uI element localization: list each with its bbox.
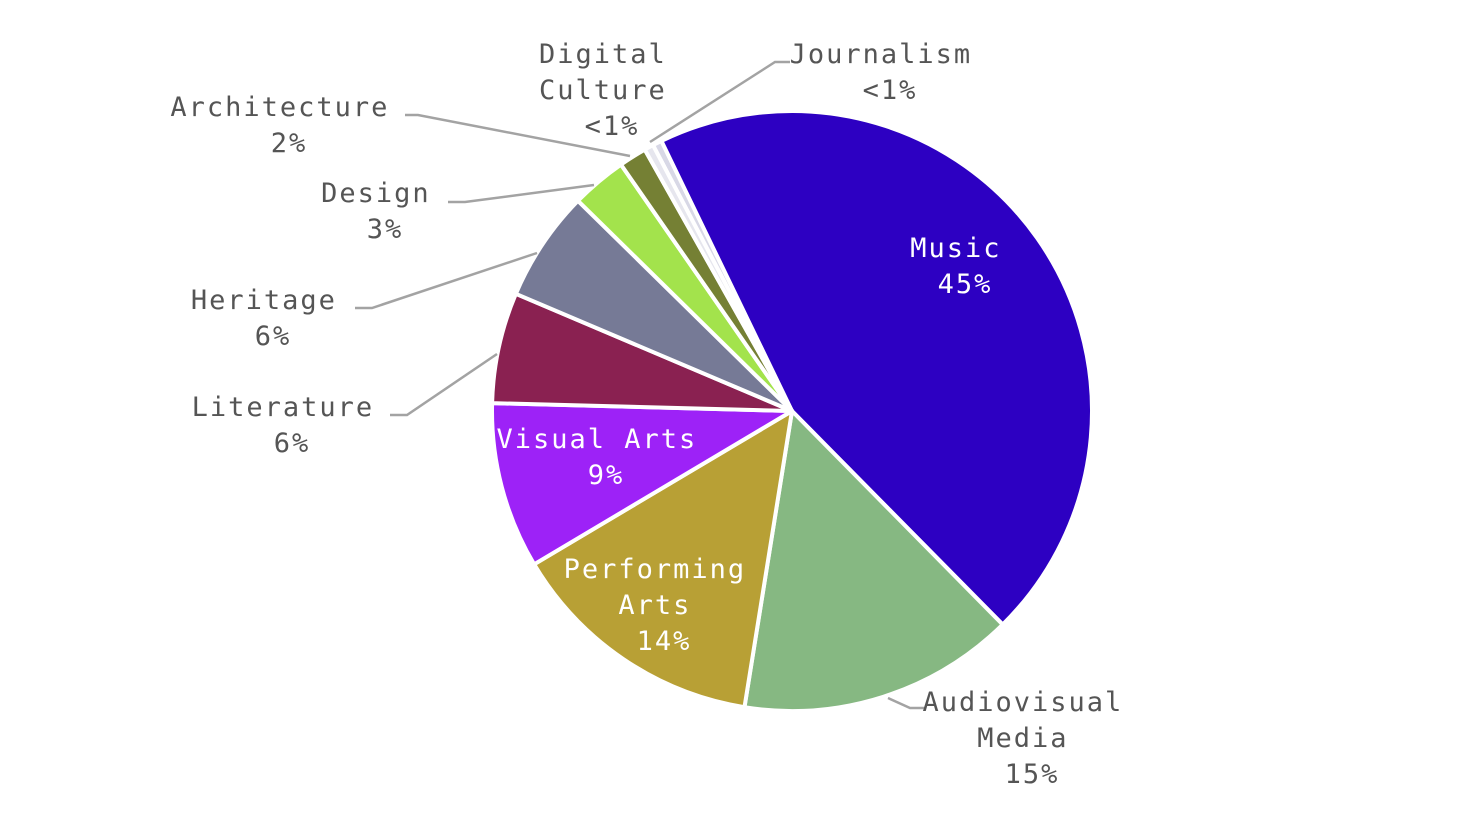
label-digital-culture-pct: <1% xyxy=(585,111,640,142)
pie-slice-performing-arts xyxy=(532,409,794,710)
label-music: Music 45% xyxy=(910,233,1020,300)
label-journalism-name: Journalism xyxy=(790,39,973,70)
label-digital-culture-line2: Culture xyxy=(539,75,667,106)
pie-slice-digital-culture xyxy=(642,143,794,413)
leader-line-architecture xyxy=(405,113,631,158)
label-heritage-pct: 6% xyxy=(255,321,292,352)
label-audiovisual-line1: Audiovisual xyxy=(922,687,1123,718)
pie-slice-music xyxy=(659,109,1094,627)
label-audiovisual: Audiovisual Media 15% xyxy=(922,687,1141,790)
label-visual-arts-pct: 9% xyxy=(588,460,625,491)
leader-line-design xyxy=(448,183,595,204)
label-design: Design 3% xyxy=(321,178,449,245)
leader-line-literature xyxy=(390,352,498,417)
label-architecture-pct: 2% xyxy=(271,128,308,159)
label-literature-name: Literature xyxy=(192,392,375,423)
leader-line-journalism xyxy=(649,60,790,144)
label-visual-arts-name: Visual Arts xyxy=(496,424,697,455)
label-architecture: Architecture 2% xyxy=(170,92,407,159)
label-visual-arts: Visual Arts 9% xyxy=(496,424,715,491)
pie-slice-audiovisual-media xyxy=(742,409,1005,713)
label-heritage-name: Heritage xyxy=(191,285,337,316)
label-design-name: Design xyxy=(321,178,431,209)
leader-lines xyxy=(355,60,925,710)
label-audiovisual-pct: 15% xyxy=(1005,759,1060,790)
label-performing-line1: Performing xyxy=(564,554,747,585)
pie-slice-visual-arts xyxy=(490,401,794,567)
label-digital-culture: Digital Culture <1% xyxy=(539,39,685,142)
label-literature: Literature 6% xyxy=(192,392,393,459)
pie-slices xyxy=(490,109,1094,713)
label-performing: Performing Arts 14% xyxy=(564,554,765,657)
label-music-pct: 45% xyxy=(938,269,993,300)
slice-labels: Music 45% Audiovisual Media 15% Performi… xyxy=(170,39,1141,790)
label-literature-pct: 6% xyxy=(274,428,311,459)
leader-line-audiovisual xyxy=(887,696,925,710)
label-journalism: Journalism <1% xyxy=(790,39,991,106)
label-digital-culture-line1: Digital xyxy=(539,39,667,70)
label-design-pct: 3% xyxy=(367,214,404,245)
label-performing-pct: 14% xyxy=(637,626,692,657)
label-heritage: Heritage 6% xyxy=(191,285,355,352)
label-journalism-pct: <1% xyxy=(863,75,918,106)
label-audiovisual-line2: Media xyxy=(977,723,1068,754)
label-music-name: Music xyxy=(910,233,1001,264)
leader-line-heritage xyxy=(355,251,538,310)
label-performing-line2: Arts xyxy=(618,590,691,621)
label-architecture-name: Architecture xyxy=(170,92,389,123)
